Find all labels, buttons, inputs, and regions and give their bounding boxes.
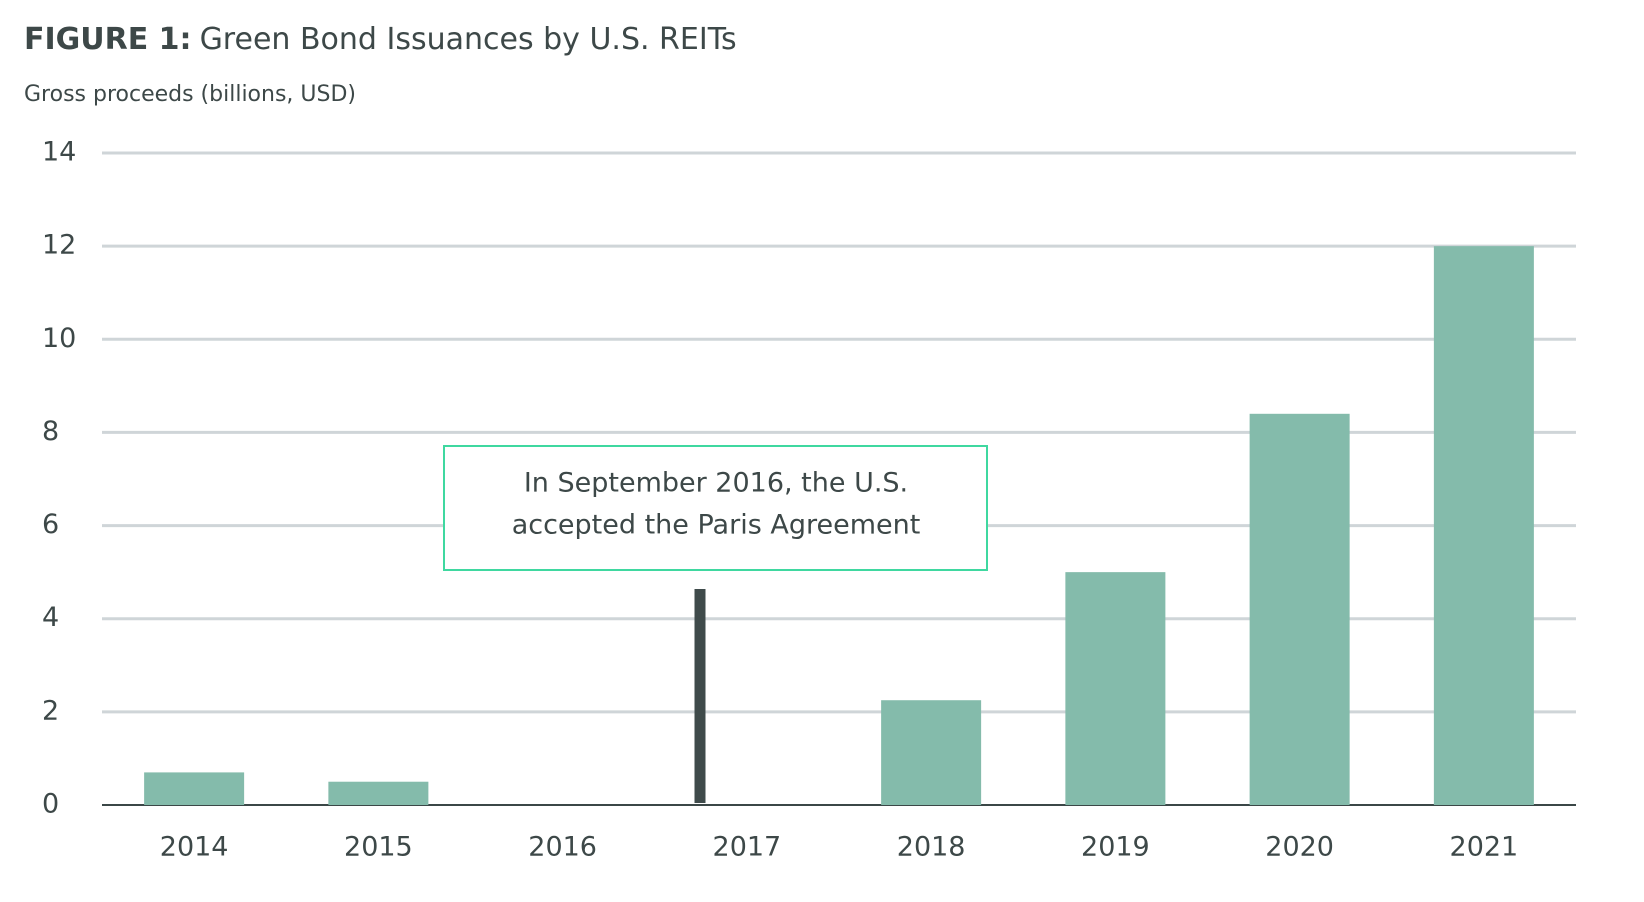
annotation-line: accepted the Paris Agreement <box>512 510 921 541</box>
chart-title: FIGURE 1: Green Bond Issuances by U.S. RE… <box>24 22 737 57</box>
bar <box>328 781 429 805</box>
y-tick-label: 12 <box>42 230 76 261</box>
bar <box>1433 246 1534 806</box>
bar <box>1249 413 1350 805</box>
y-tick-label: 14 <box>42 137 76 168</box>
y-tick-label: 10 <box>42 323 76 354</box>
title-label: FIGURE 1: <box>24 22 192 57</box>
annotation-box <box>443 445 988 571</box>
y-tick-label: 0 <box>42 789 59 820</box>
title-text: Green Bond Issuances by U.S. REITs <box>200 22 737 57</box>
y-tick-label: 2 <box>42 695 59 726</box>
y-tick-label: 4 <box>42 602 59 633</box>
grid <box>102 151 1576 806</box>
x-tick-label: 2018 <box>897 832 966 863</box>
x-tick-label: 2019 <box>1081 832 1150 863</box>
x-tick-label: 2020 <box>1265 832 1334 863</box>
x-tick-label: 2016 <box>528 832 597 863</box>
x-tick-label: 2014 <box>160 832 229 863</box>
bar <box>881 700 982 805</box>
bars <box>144 246 1534 806</box>
x-tick-label: 2021 <box>1450 832 1519 863</box>
x-tick-label: 2015 <box>344 832 413 863</box>
annotation-line: In September 2016, the U.S. <box>524 468 908 499</box>
bar <box>144 772 245 805</box>
y-tick-label: 8 <box>42 416 59 447</box>
y-tick-label: 6 <box>42 509 59 540</box>
y-axis-label: Gross proceeds (billions, USD) <box>24 82 356 107</box>
x-tick-label: 2017 <box>713 832 782 863</box>
bar <box>1065 572 1166 805</box>
